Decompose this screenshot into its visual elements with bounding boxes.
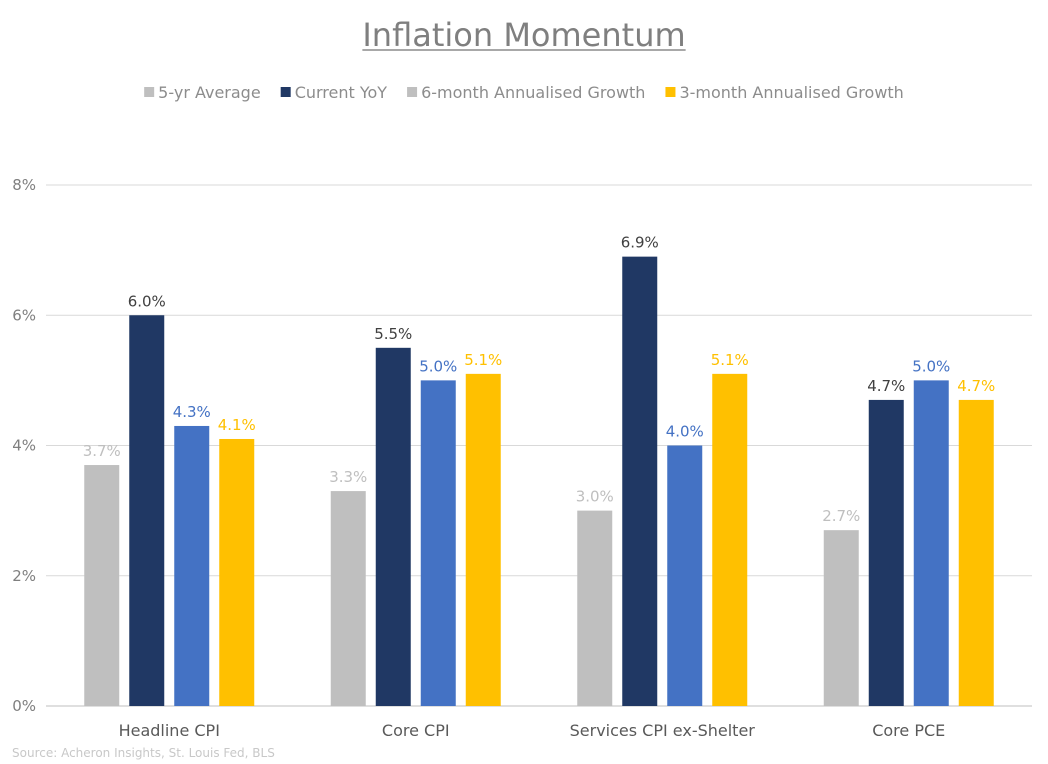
x-category-label: Core CPI: [382, 721, 450, 740]
y-tick-label: 6%: [12, 306, 36, 324]
data-label: 4.7%: [867, 377, 905, 395]
bar: [129, 315, 165, 706]
legend-swatch: [407, 87, 418, 97]
legend-swatch: [665, 87, 676, 97]
legend-entry: 3-month Annualised Growth: [665, 83, 904, 102]
y-tick-label: 2%: [12, 567, 36, 585]
x-category-label: Headline CPI: [119, 721, 220, 740]
data-labels: 3.7% 6.0% 4.3% 4.1% 3.3% 5.5% 5.0% 5.1% 3.0% 6.9%…: [83, 234, 996, 526]
bar: [958, 399, 994, 706]
bar: [868, 399, 904, 706]
data-label: 4.7%: [957, 377, 995, 395]
bar: [667, 445, 703, 706]
data-label: 5.5%: [374, 325, 412, 343]
x-category-label: Services CPI ex-Shelter: [570, 721, 756, 740]
y-axis-ticks: 0% 2% 4% 6% 8%: [12, 176, 36, 715]
y-tick-label: 4%: [12, 437, 36, 455]
bar: [84, 465, 120, 706]
data-label: 6.0%: [128, 292, 166, 310]
y-tick-label: 0%: [12, 697, 36, 715]
bar: [622, 256, 658, 706]
bar: [219, 438, 255, 706]
data-label: 5.0%: [912, 357, 950, 375]
data-label: 4.0%: [666, 423, 704, 441]
data-label: 5.1%: [711, 351, 749, 369]
data-label: 4.3%: [173, 403, 211, 421]
legend-swatch: [280, 87, 291, 97]
legend-entry: Current YoY: [280, 83, 388, 102]
legend-label: 5-yr Average: [158, 83, 261, 102]
data-label: 3.3%: [329, 468, 367, 486]
legend-swatch: [144, 87, 155, 97]
gridlines: [46, 184, 1032, 707]
bar: [712, 373, 748, 706]
bar: [465, 373, 501, 706]
bar: [420, 380, 456, 706]
bar: [823, 530, 859, 706]
legend-entry: 6-month Annualised Growth: [407, 83, 645, 102]
source-note: Source: Acheron Insights, St. Louis Fed,…: [12, 746, 275, 760]
bar: [375, 347, 411, 706]
legend-label: Current YoY: [295, 83, 388, 102]
data-label: 4.1%: [218, 416, 256, 434]
bar: [174, 425, 210, 706]
data-label: 3.0%: [576, 488, 614, 506]
bar: [913, 380, 949, 706]
x-category-label: Core PCE: [872, 721, 945, 740]
data-label: 6.9%: [621, 234, 659, 252]
category-labels: Headline CPI Core CPI Services CPI ex-Shel…: [119, 721, 946, 740]
bar: [577, 510, 613, 706]
legend-label: 3-month Annualised Growth: [679, 83, 903, 102]
legend-entry: 5-yr Average: [144, 83, 261, 102]
bar: [330, 491, 366, 706]
data-label: 2.7%: [822, 507, 860, 525]
chart-title: Inflation Momentum: [362, 16, 685, 54]
legend-label: 6-month Annualised Growth: [421, 83, 645, 102]
data-label: 5.1%: [464, 351, 502, 369]
data-label: 5.0%: [419, 357, 457, 375]
y-tick-label: 8%: [12, 176, 36, 194]
legend: 5-yr Average Current YoY 6-month Annualise…: [144, 83, 904, 102]
data-label: 3.7%: [83, 442, 121, 460]
bars: [84, 256, 994, 706]
